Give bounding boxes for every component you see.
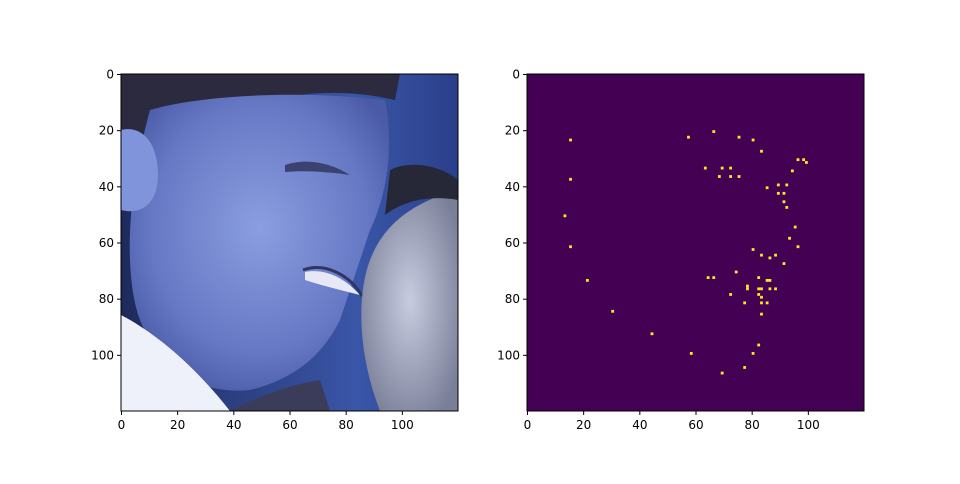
heatmap-y-tick-label: 100 [497,348,520,362]
heatmap-point [717,175,721,178]
heatmap-y-tick-label: 60 [505,236,520,250]
heatmap-point [760,301,763,305]
heatmap-point [805,161,808,164]
heatmap-point [765,301,769,305]
heatmap-point [751,352,755,355]
heatmap-point [712,130,716,133]
photo-x-tick-label: 20 [170,418,185,432]
heatmap-x-tick-label: 0 [524,418,532,432]
heatmap-point [737,175,741,178]
heatmap-x-tick-label: 40 [632,418,647,432]
face-photo [121,74,458,411]
heatmap-background [527,74,864,411]
heatmap-y-tick-label: 80 [505,292,520,306]
heatmap-point [793,225,797,229]
heatmap-points [563,130,808,375]
heatmap-point [788,236,791,240]
heatmap-point [760,312,763,316]
photo-x-tick-label: 100 [391,418,414,432]
heatmap-y-tick-label: 20 [505,124,520,138]
photo-x-ticks: 0 20 40 60 80 100 [118,411,414,432]
heatmap-point [706,276,710,280]
heatmap-point [746,287,749,291]
heatmap-point [768,256,772,260]
heatmap-y-tick-label: 0 [512,68,520,82]
heatmap-point [790,169,794,173]
heatmap-point [774,253,777,257]
heatmap-point [720,371,724,375]
heatmap-point [746,284,749,288]
heatmap-point [757,293,761,296]
heatmap-point [774,287,777,291]
heatmap-point [782,262,786,265]
heatmap-y-ticks: 0 20 40 60 80 100 [497,68,527,362]
heatmap-point [734,270,738,274]
heatmap-point [569,177,572,181]
photo-y-tick-label: 100 [91,348,114,362]
heatmap-point [760,287,763,291]
heatmap-point [785,205,789,209]
heatmap-point [802,158,806,162]
heatmap-point [782,191,786,195]
heatmap-point [687,135,690,139]
heatmap-point [569,138,572,142]
heatmap-point [757,276,761,280]
heatmap-point [765,279,769,282]
heatmap-x-tick-label: 20 [576,418,591,432]
photo-y-tick-label: 0 [106,68,114,82]
heatmap-x-tick-label: 80 [745,418,760,432]
heatmap-point [569,245,572,249]
heatmap-point [776,191,780,195]
heatmap-point [796,245,800,249]
heatmap-point [720,166,724,170]
heatmap-point [751,248,755,251]
heatmap-point [782,200,786,204]
heatmap-point [768,287,772,291]
heatmap-point [729,175,733,178]
photo-panel: 0 20 40 60 80 100 0 20 40 60 80 100 [91,68,459,432]
heatmap-point [757,287,761,291]
heatmap-point [760,295,763,299]
heatmap-point [757,343,761,347]
heatmap-point [703,166,707,170]
heatmap-point [768,279,772,282]
heatmap-x-tick-label: 60 [688,418,703,432]
photo-y-tick-label: 80 [99,292,114,306]
heatmap-point [689,352,693,355]
heatmap-point [785,183,789,187]
heatmap-x-tick-label: 100 [797,418,820,432]
photo-y-tick-label: 40 [99,180,114,194]
heatmap-point [729,166,733,170]
heatmap-point [585,279,589,282]
heatmap-point [650,332,654,336]
heatmap-panel: 0 20 40 60 80 100 0 20 40 60 80 100 [497,68,865,432]
heatmap-point [743,301,747,305]
heatmap-point [743,366,747,369]
heatmap-point [760,253,763,257]
heatmap-point [737,135,741,139]
heatmap-point [776,183,780,187]
heatmap-point [712,276,716,280]
photo-y-tick-label: 20 [99,124,114,138]
photo-x-tick-label: 60 [282,418,297,432]
photo-y-ticks: 0 20 40 60 80 100 [91,68,121,362]
photo-x-tick-label: 80 [339,418,354,432]
heatmap-point [729,293,733,296]
heatmap-point [796,158,800,162]
heatmap-point [765,186,769,190]
heatmap-point [751,138,755,142]
heatmap-point [611,309,615,313]
photo-x-tick-label: 40 [226,418,241,432]
heatmap-y-tick-label: 40 [505,180,520,194]
photo-y-tick-label: 60 [99,236,114,250]
heatmap-x-ticks: 0 20 40 60 80 100 [524,411,820,432]
heatmap-point [760,149,763,153]
heatmap-point [563,214,567,218]
photo-x-tick-label: 0 [118,418,126,432]
